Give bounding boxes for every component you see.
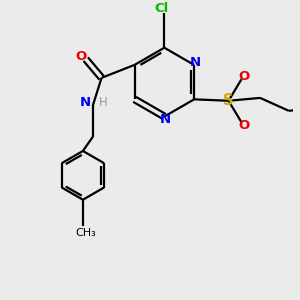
Text: S: S <box>223 93 234 108</box>
Text: H: H <box>99 96 107 109</box>
Text: N: N <box>80 96 91 109</box>
Text: CH₃: CH₃ <box>75 228 96 238</box>
Text: O: O <box>239 118 250 132</box>
Text: O: O <box>76 50 87 63</box>
Text: Cl: Cl <box>154 2 169 16</box>
Text: N: N <box>160 113 171 126</box>
Text: N: N <box>190 56 201 69</box>
Text: O: O <box>239 70 250 83</box>
